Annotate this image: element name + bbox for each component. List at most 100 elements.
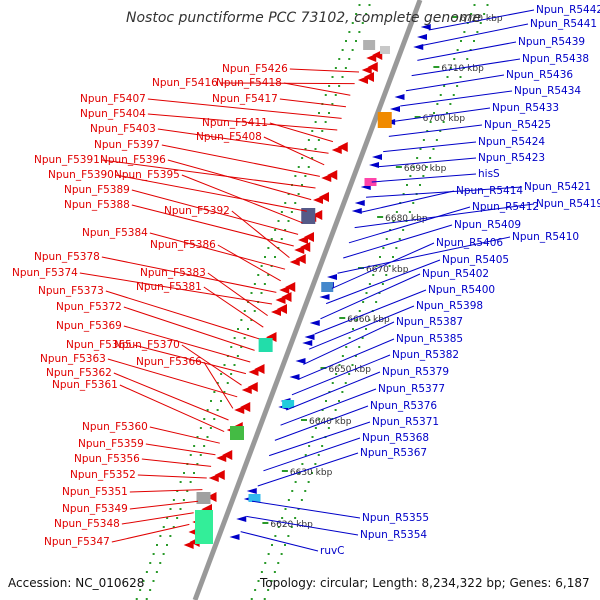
left-gene-label: Npun_F5356: [74, 453, 140, 465]
label-leader: [207, 272, 268, 317]
gc-dot: [304, 454, 307, 456]
gc-dot: [307, 166, 310, 168]
label-leader: [145, 443, 216, 456]
gc-dot: [446, 76, 449, 78]
gc-dot: [172, 526, 175, 528]
label-leader: [133, 344, 247, 375]
gc-dot: [281, 517, 284, 519]
gc-dot: [416, 157, 419, 159]
gc-dot: [287, 499, 290, 501]
label-leader: [119, 384, 225, 433]
gc-dot: [486, 4, 489, 6]
gc-dot: [179, 508, 182, 510]
right-gene-label: Npun_R5371: [372, 416, 439, 428]
gc-dot: [264, 562, 267, 564]
gc-dot: [392, 256, 394, 258]
gc-dot: [463, 31, 466, 33]
left-gene-label: Npun_F5416: [152, 77, 218, 89]
left-gene-label: Npun_F5426: [222, 63, 288, 75]
gc-dot: [250, 292, 253, 294]
left-gene-label: Npun_F5365: [66, 339, 132, 351]
reverse-gene-arrow: [289, 374, 300, 380]
gc-dot: [335, 373, 338, 375]
gc-dot: [361, 337, 364, 339]
left-gene-label: Npun_F5384: [82, 227, 148, 239]
right-gene-label: Npun_R5406: [436, 237, 503, 249]
gc-dot: [169, 535, 172, 537]
forward-gene-arrow: [313, 192, 329, 204]
label-leader: [383, 141, 477, 153]
gc-dot: [378, 292, 381, 294]
label-leader: [101, 256, 277, 293]
label-leader: [422, 23, 529, 46]
gc-dot: [253, 283, 256, 285]
label-leader: [286, 371, 381, 411]
gene-block: [248, 494, 261, 502]
gc-dot: [435, 139, 438, 141]
forward-gene-arrow: [241, 382, 258, 394]
gc-dot: [243, 310, 246, 312]
label-leader: [101, 159, 316, 189]
gc-dot: [216, 382, 219, 384]
left-gene-label: Npun_F5407: [80, 93, 146, 105]
left-gene-label: Npun_F5408: [196, 131, 262, 143]
gc-dot: [236, 355, 239, 357]
label-leader: [388, 124, 483, 137]
label-leader: [131, 189, 299, 235]
gc-dot: [432, 148, 435, 150]
gc-dot: [362, 301, 365, 303]
topology-text: Topology: circular; Length: 8,234,322 bp…: [259, 576, 590, 590]
gc-dot: [145, 598, 148, 600]
gc-dot: [314, 148, 317, 150]
gc-dot: [429, 157, 432, 159]
gc-dot: [375, 301, 378, 303]
right-gene-label: Npun_R5438: [522, 53, 589, 65]
gc-dot: [307, 139, 310, 141]
gc-dot: [385, 274, 388, 276]
gc-dot: [452, 94, 455, 96]
label-leader: [149, 426, 220, 444]
forward-gene-arrow: [216, 450, 233, 462]
forward-gene-arrow: [331, 142, 348, 154]
right-gene-label: Npun_R5368: [362, 432, 429, 444]
kbp-tick-label: 6670 kbp: [366, 265, 409, 275]
gc-dot: [277, 247, 280, 249]
left-gene-label: Npun_F5373: [38, 285, 104, 297]
forward-gene-arrow: [289, 254, 306, 266]
label-leader: [283, 82, 351, 96]
gc-dot: [409, 175, 412, 177]
label-leader: [289, 68, 360, 73]
label-leader: [400, 90, 513, 107]
gc-dot: [456, 85, 459, 87]
gc-dot: [325, 400, 327, 402]
gc-dot: [179, 481, 182, 483]
forward-gene-arrow: [234, 402, 251, 414]
reverse-gene-arrow: [319, 294, 330, 300]
label-leader: [360, 190, 455, 213]
right-gene-label: ruvC: [320, 545, 345, 557]
gc-dot: [426, 130, 429, 132]
gc-dot: [352, 328, 354, 330]
gc-dot: [284, 544, 286, 546]
gc-dot: [267, 553, 270, 555]
gc-dot: [196, 436, 199, 438]
gc-dot: [341, 76, 344, 78]
gc-dot: [479, 22, 482, 24]
gc-dot: [381, 283, 384, 285]
left-gene-label: Npun_F5389: [64, 184, 130, 196]
label-leader: [157, 128, 329, 154]
gc-dot: [355, 319, 358, 321]
gc-dot: [368, 319, 371, 321]
right-gene-label: Npun_R5410: [512, 231, 579, 243]
gc-dot: [287, 220, 290, 222]
gc-dot: [327, 427, 330, 429]
gene-block: [321, 282, 334, 292]
left-gene-label: Npun_F5361: [52, 379, 118, 391]
right-gene-label: hisS: [478, 168, 500, 180]
gc-dot: [395, 211, 398, 213]
gc-dot: [294, 175, 297, 177]
left-gene-label: Npun_F5349: [62, 503, 128, 515]
gc-dot: [476, 31, 479, 33]
left-gene-label: Npun_F5347: [44, 536, 110, 548]
kbp-tick-label: 6720 kbp: [460, 14, 503, 24]
